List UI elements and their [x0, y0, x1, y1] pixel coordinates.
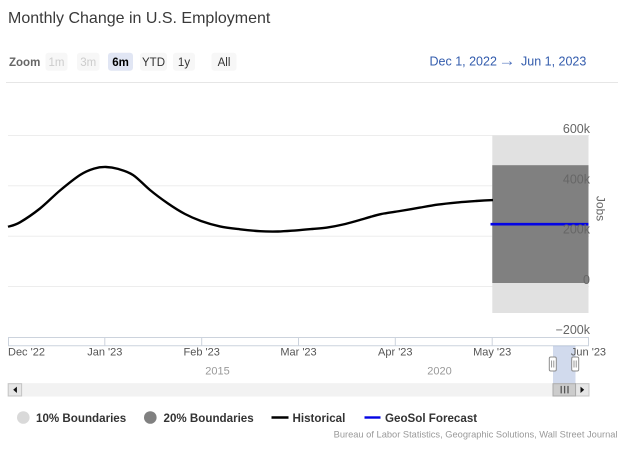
- svg-text:2015: 2015: [205, 366, 229, 378]
- svg-text:May '23: May '23: [473, 347, 511, 359]
- svg-text:Feb '23: Feb '23: [184, 347, 220, 359]
- svg-text:400k: 400k: [563, 172, 591, 186]
- svg-text:GeoSol Forecast: GeoSol Forecast: [385, 412, 477, 425]
- svg-text:Mar '23: Mar '23: [280, 347, 316, 359]
- svg-text:Jobs: Jobs: [594, 196, 608, 221]
- svg-text:Jan '23: Jan '23: [87, 347, 122, 359]
- svg-text:Apr '23: Apr '23: [378, 347, 413, 359]
- svg-text:3m: 3m: [80, 57, 96, 69]
- svg-text:200k: 200k: [563, 223, 591, 237]
- svg-text:600k: 600k: [563, 122, 591, 136]
- svg-text:1y: 1y: [178, 57, 190, 69]
- svg-text:−200k: −200k: [556, 323, 591, 337]
- svg-text:All: All: [218, 57, 231, 69]
- svg-text:Zoom: Zoom: [9, 57, 40, 69]
- svg-text:1m: 1m: [49, 57, 65, 69]
- svg-text:Historical: Historical: [293, 412, 346, 425]
- svg-text:Bureau of Labor Statistics, Ge: Bureau of Labor Statistics, Geographic S…: [334, 430, 618, 440]
- svg-text:2020: 2020: [427, 366, 451, 378]
- svg-text:Dec '22: Dec '22: [8, 347, 45, 359]
- svg-text:Jun '23: Jun '23: [571, 347, 606, 359]
- svg-text:Dec 1, 2022: Dec 1, 2022: [430, 55, 497, 69]
- svg-text:0: 0: [583, 273, 590, 287]
- svg-text:→: →: [499, 51, 516, 70]
- svg-text:6m: 6m: [112, 57, 129, 69]
- svg-text:10% Boundaries: 10% Boundaries: [36, 412, 126, 425]
- svg-text:20% Boundaries: 20% Boundaries: [164, 412, 254, 425]
- svg-text:Monthly Change in U.S. Employm: Monthly Change in U.S. Employment: [8, 10, 271, 27]
- svg-text:YTD: YTD: [142, 57, 165, 69]
- svg-text:Jun 1, 2023: Jun 1, 2023: [521, 55, 586, 69]
